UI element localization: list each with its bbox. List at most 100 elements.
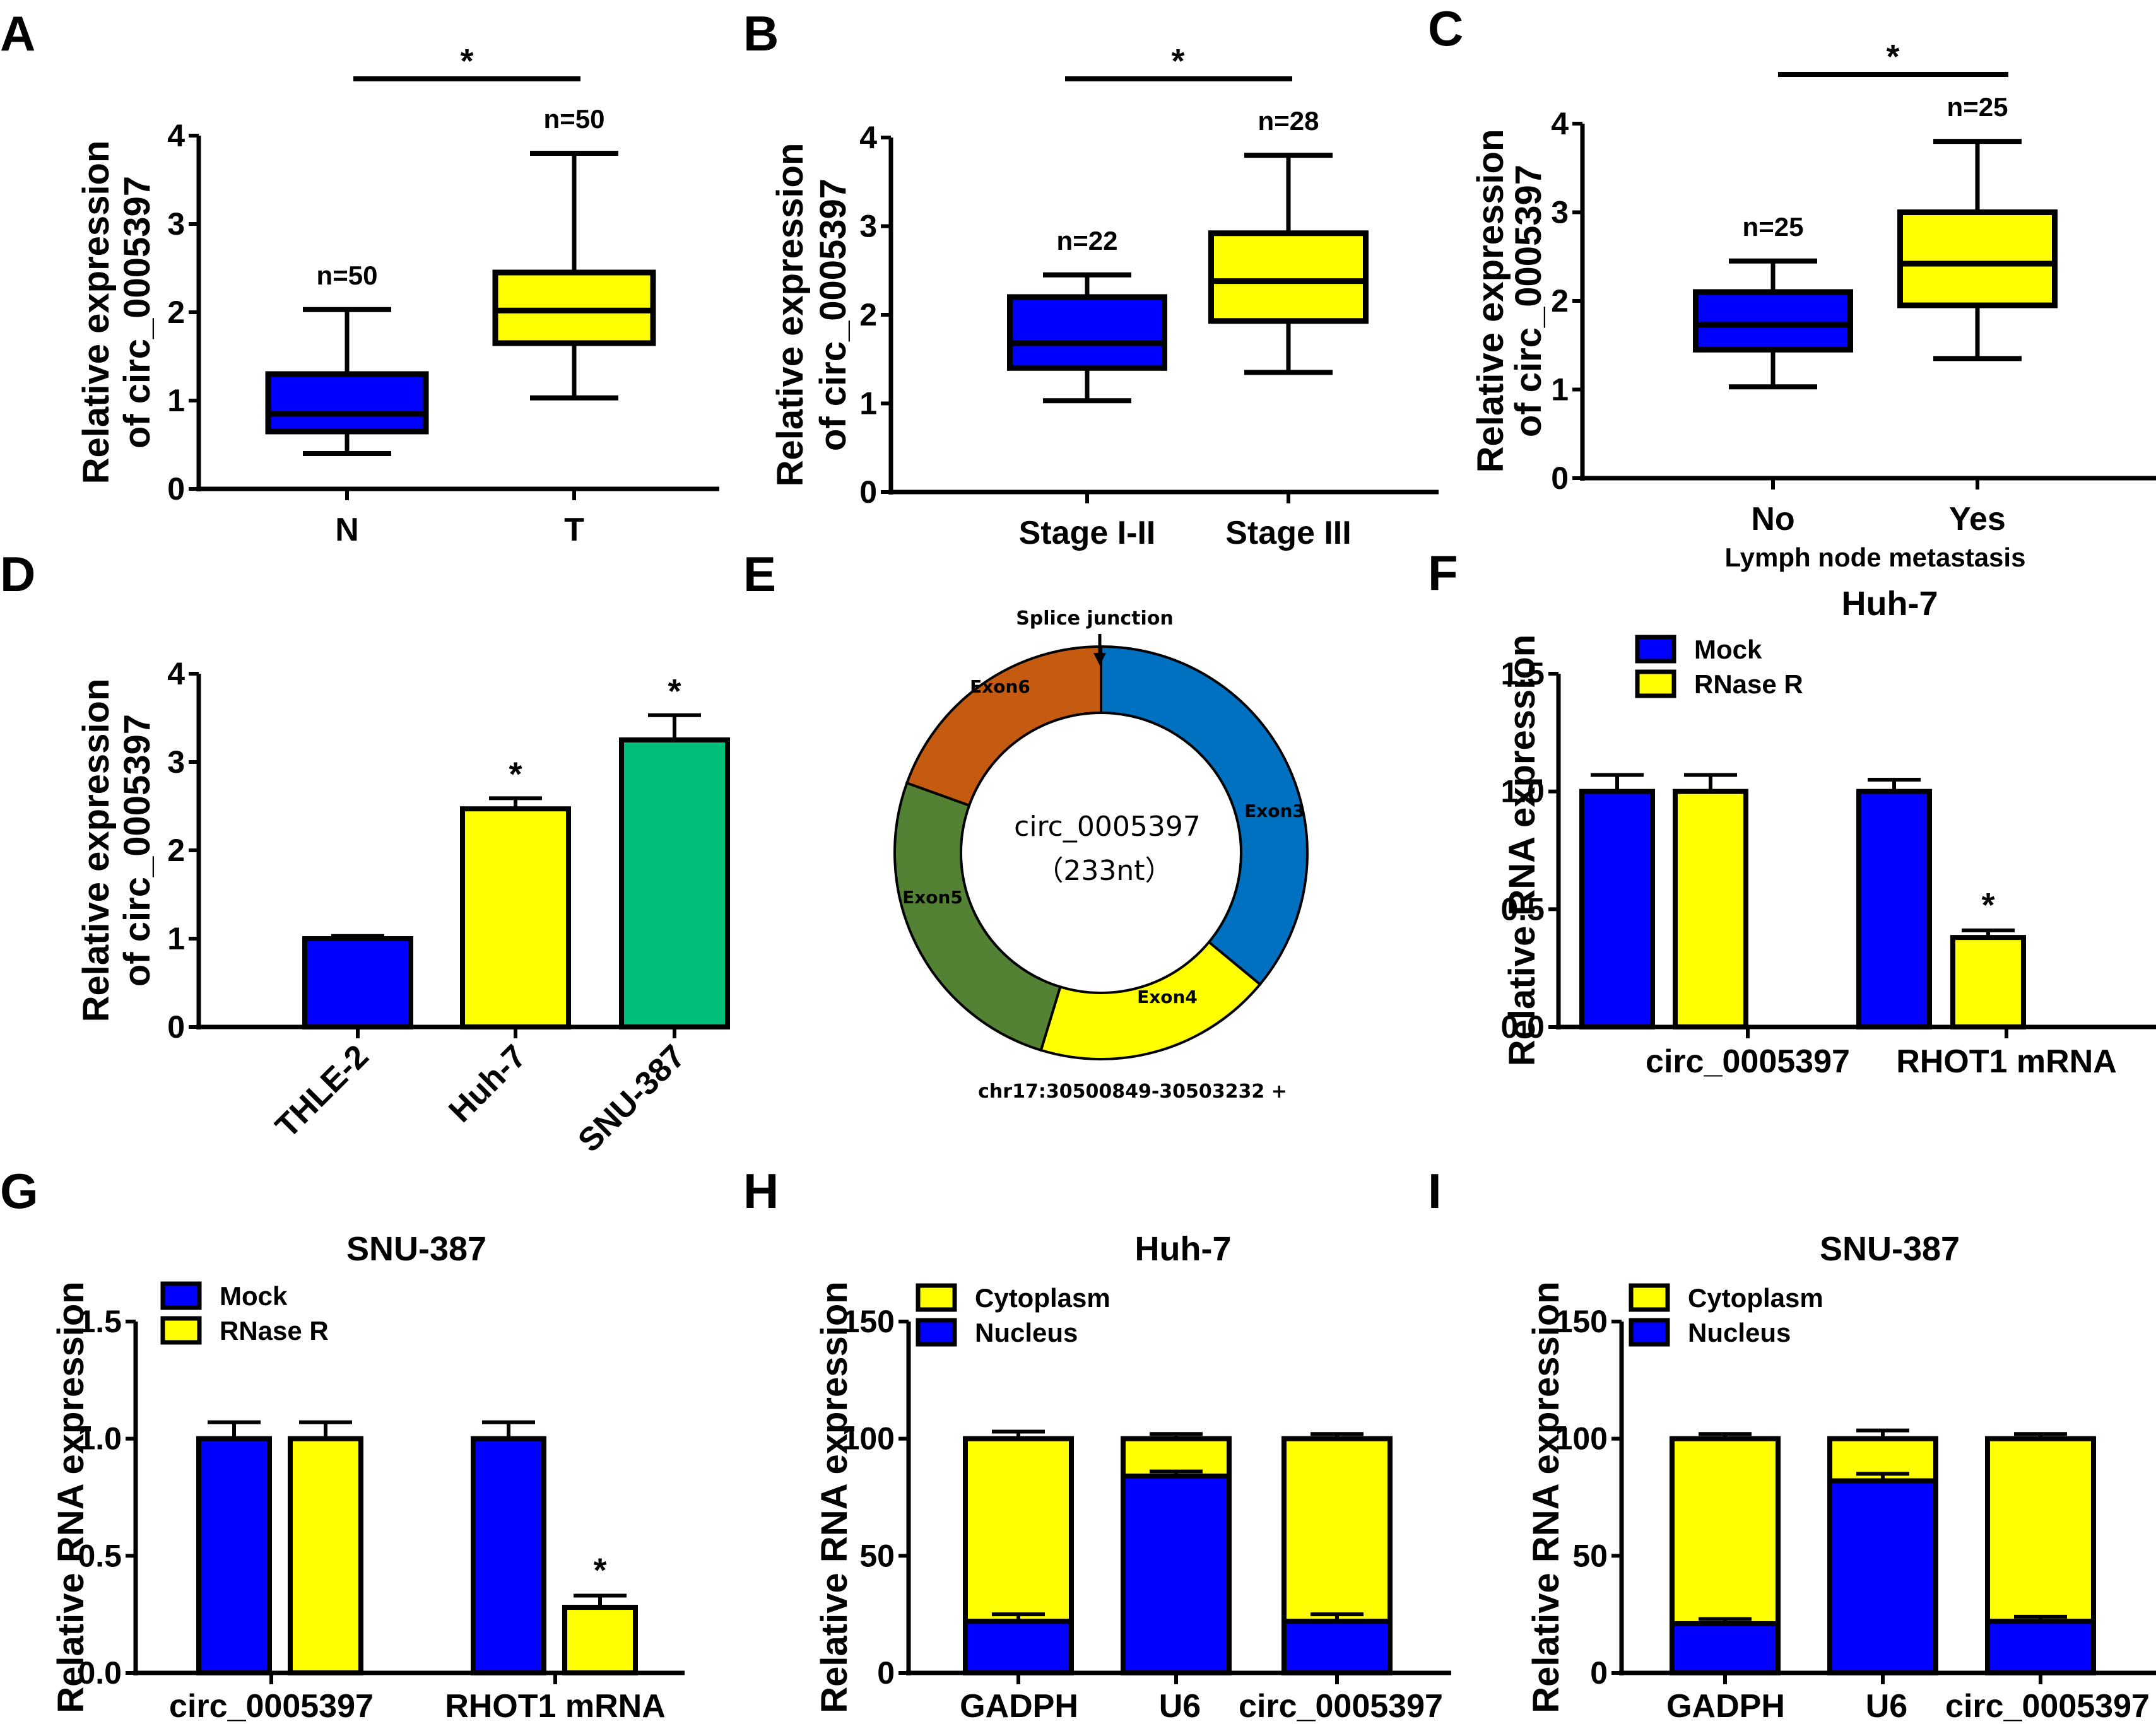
legend-label: RNase R	[1694, 669, 1803, 699]
y-tick-label: 1.0	[78, 1421, 122, 1457]
y-tick-label: 2	[859, 297, 877, 332]
box-iqr	[1693, 289, 1853, 353]
y-axis-label: of circ_0005397	[1508, 165, 1549, 437]
bar-nucleus	[1121, 1474, 1232, 1676]
bar	[288, 1436, 363, 1676]
y-tick-label: 3	[167, 206, 185, 242]
donut-slice-exon6	[905, 645, 1102, 807]
legend-swatch	[1635, 635, 1676, 664]
panel-label: A	[0, 6, 35, 61]
panel-label: B	[743, 6, 779, 61]
y-tick-label: 2	[167, 295, 185, 330]
significance-star: *	[460, 42, 473, 80]
x-tick-label: Yes	[1949, 501, 2006, 537]
box-iqr	[1208, 230, 1369, 324]
legend-label: RNase R	[220, 1316, 329, 1346]
box-iqr	[265, 371, 429, 435]
y-axis-label: Relative RNA expression	[814, 1281, 855, 1713]
sample-size-label: n=50	[544, 104, 605, 134]
x-tick-label: No	[1751, 501, 1794, 537]
significance-star: *	[668, 672, 681, 710]
box-stage-iii: n=28 Stage III	[1208, 106, 1369, 551]
bar-cytoplasm	[1827, 1436, 1938, 1484]
slice-label: Exon5	[902, 887, 963, 908]
box-no: n=25 No	[1693, 212, 1853, 537]
x-tick-label: N	[335, 512, 359, 548]
splice-junction-label: Splice junction	[1016, 607, 1174, 630]
bar-nucleus	[1670, 1621, 1781, 1676]
panel-e: E Exon3 Exon4 Exon5 Exon6 circ_0005397 （233nt）…	[743, 546, 1309, 1103]
y-tick-label: 0	[1590, 1655, 1608, 1691]
bar-cytoplasm	[963, 1436, 1074, 1624]
bar-cytoplasm	[1985, 1436, 2096, 1624]
center-label: circ_0005397	[1014, 811, 1201, 843]
y-tick-label: 100	[842, 1421, 895, 1457]
bar	[1856, 789, 1932, 1029]
donut-slice-exon5	[893, 781, 1062, 1052]
y-tick-label: 1	[167, 921, 185, 956]
y-axis-label: of circ_0005397	[117, 714, 158, 987]
y-tick-label: 4	[167, 656, 185, 691]
y-tick-label: 150	[842, 1304, 895, 1339]
x-tick-label: circ_0005397	[1239, 1688, 1443, 1724]
sample-size-label: n=50	[317, 261, 378, 290]
bar-mock	[196, 1420, 272, 1676]
panel-a: A 0 1 2 3 4 Relative expression of circ_0005397…	[0, 6, 719, 548]
chart-title: Huh-7	[1842, 585, 1938, 623]
panel-label: H	[743, 1163, 779, 1219]
stacked-bar-gadph	[963, 1429, 1074, 1675]
chart-title: Huh-7	[1135, 1230, 1232, 1268]
bar	[1950, 935, 2026, 1029]
y-tick-label: 0	[167, 1009, 185, 1045]
y-tick-label: 3	[859, 209, 877, 244]
bar-huh-7: * Huh-7	[442, 755, 571, 1130]
y-tick-label: 0	[859, 474, 877, 510]
x-tick-label: T	[564, 512, 584, 548]
slice-label: Exon3	[1244, 800, 1305, 821]
legend-swatch	[1635, 669, 1676, 698]
sample-size-label: n=25	[1743, 212, 1804, 242]
y-tick-label: 100	[1555, 1421, 1608, 1457]
y-tick-label: 4	[1551, 106, 1569, 141]
legend-swatch	[1629, 1283, 1670, 1312]
box-stage-i-ii: n=22 Stage I-II	[1007, 226, 1167, 551]
bar-thle-2: THLE-2	[269, 934, 413, 1145]
x-tick-label: THLE-2	[269, 1038, 376, 1145]
y-tick-label: 1.5	[1500, 656, 1545, 691]
bar	[196, 1436, 272, 1676]
legend-swatch	[1629, 1318, 1670, 1347]
legend-label: Nucleus	[975, 1318, 1078, 1347]
legend-label: Cytoplasm	[975, 1283, 1110, 1313]
x-tick-label: RHOT1 mRNA	[445, 1688, 666, 1724]
y-tick-label: 1	[859, 386, 877, 421]
significance-star: *	[1886, 38, 1899, 76]
bar-nucleus	[1281, 1619, 1393, 1675]
legend-label: Nucleus	[1688, 1318, 1791, 1347]
bar-rnase-r	[288, 1420, 363, 1676]
y-tick-label: 3	[1551, 195, 1569, 230]
chart-title: SNU-387	[1820, 1230, 1960, 1268]
x-tick-label: circ_0005397	[1945, 1688, 2150, 1724]
x-tick-label: circ_0005397	[1646, 1043, 1850, 1080]
bar	[302, 936, 413, 1029]
bar	[562, 1605, 638, 1675]
y-axis-label: Relative RNA expression	[1502, 635, 1543, 1066]
x-tick-label: GADPH	[960, 1688, 1078, 1724]
y-tick-label: 50	[859, 1538, 895, 1573]
x-tick-label: SNU-387	[571, 1038, 692, 1159]
y-tick-label: 0.0	[78, 1655, 122, 1691]
x-tick-label: RHOT1 mRNA	[1896, 1043, 2117, 1080]
bar-cytoplasm	[1670, 1436, 1781, 1627]
bar-nucleus	[1827, 1478, 1938, 1675]
y-tick-label: 4	[859, 120, 877, 155]
y-tick-label: 0.5	[1500, 891, 1545, 927]
bar-mock	[1856, 778, 1932, 1029]
y-axis-label: Relative expression	[1470, 129, 1511, 473]
panel-b: B 0 1 2 3 4 Relative expression of circ_0005397…	[743, 6, 1439, 551]
panel-label: C	[1428, 1, 1463, 56]
box-yes: n=25 Yes	[1897, 92, 2058, 537]
